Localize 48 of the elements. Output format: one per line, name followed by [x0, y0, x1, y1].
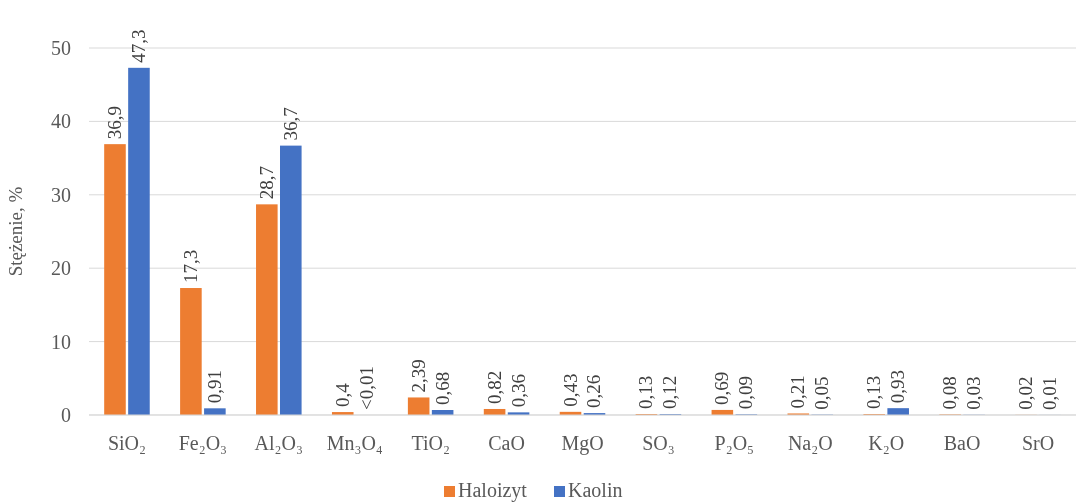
y-axis-title: Stężenie, % — [5, 186, 26, 277]
data-label: 0,69 — [711, 371, 733, 405]
text: <0,01 — [355, 366, 377, 410]
x-tick-label: TiO₂ — [411, 432, 450, 454]
data-label: 0,4 — [331, 382, 353, 408]
x-tick-label: SiO₂ — [107, 432, 147, 454]
x-tick-label: Mn₃O₄ — [326, 432, 383, 454]
data-label: 0,13 — [635, 375, 657, 410]
data-label: 0,93 — [887, 369, 909, 404]
x-tick-label: Na₂O — [787, 432, 833, 454]
data-label: 0,08 — [939, 376, 961, 410]
y-tick-label: 0 — [61, 404, 71, 426]
y-tick-label: 40 — [51, 110, 71, 133]
data-label: 0,09 — [735, 376, 757, 410]
data-label: 17,3 — [179, 249, 201, 284]
x-tick-label: Al₂O₃ — [254, 432, 303, 454]
x-tick-label: SO₃ — [642, 432, 675, 454]
y-tick-label: 50 — [51, 37, 71, 59]
data-label: 28,7 — [255, 166, 277, 200]
x-tick-label: K₂O — [868, 432, 905, 454]
data-label: 36,9 — [103, 105, 125, 140]
data-label: 0,26 — [583, 374, 605, 409]
data-label: 0,03 — [963, 376, 985, 410]
data-label: 0,82 — [483, 370, 505, 404]
data-label: 0,13 — [863, 375, 885, 410]
legend-label: Haloizyt — [458, 479, 528, 502]
data-label: 0,02 — [1015, 376, 1037, 410]
data-label: 0,91 — [203, 370, 225, 404]
legend-label: Kaolin — [568, 479, 623, 501]
x-tick-label: Fe₂O₃ — [178, 432, 228, 454]
x-tick-label: SrO — [1021, 432, 1055, 454]
y-tick-label: 10 — [51, 330, 71, 353]
data-label: 0,05 — [811, 376, 833, 410]
data-label: 36,7 — [279, 107, 301, 141]
x-tick-label: CaO — [488, 432, 525, 454]
data-label: 0,68 — [431, 371, 453, 406]
data-label: 0,36 — [507, 374, 529, 408]
data-label: 47,3 — [127, 29, 149, 63]
x-tick-label: P₂O₅ — [714, 432, 755, 454]
data-label: 0,43 — [559, 373, 581, 407]
x-tick-label: BaO — [943, 432, 981, 454]
y-tick-label: 30 — [51, 183, 71, 206]
data-label: 0,12 — [659, 375, 681, 410]
data-label: 2,39 — [407, 359, 429, 393]
data-label: 0,21 — [787, 375, 809, 409]
x-tick-label: MgO — [561, 432, 604, 455]
y-tick-label: 20 — [51, 257, 71, 280]
data-label: 0,01 — [1039, 376, 1061, 410]
